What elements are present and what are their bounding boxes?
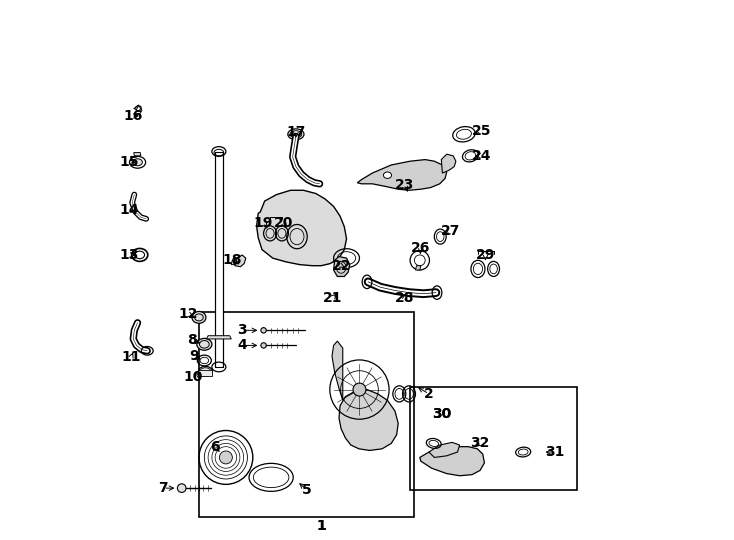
- Text: 11: 11: [121, 350, 141, 365]
- Polygon shape: [257, 190, 346, 266]
- Polygon shape: [357, 160, 447, 190]
- Text: 23: 23: [395, 178, 415, 192]
- Bar: [199, 312, 415, 517]
- Text: 22: 22: [331, 259, 351, 273]
- Bar: [198, 370, 212, 376]
- Text: 16: 16: [123, 109, 142, 123]
- Polygon shape: [332, 341, 343, 400]
- Ellipse shape: [197, 339, 212, 350]
- Polygon shape: [339, 389, 399, 450]
- Polygon shape: [206, 336, 231, 339]
- Text: 26: 26: [411, 241, 431, 255]
- Text: 19: 19: [254, 215, 273, 230]
- Ellipse shape: [383, 172, 391, 178]
- Text: 1: 1: [316, 519, 326, 533]
- Polygon shape: [334, 256, 350, 276]
- Text: 3: 3: [237, 323, 247, 338]
- Text: 25: 25: [471, 124, 491, 138]
- Text: 9: 9: [189, 349, 198, 363]
- Text: 18: 18: [222, 253, 242, 267]
- Text: 30: 30: [432, 407, 451, 421]
- Ellipse shape: [178, 484, 186, 492]
- Text: 10: 10: [184, 370, 203, 383]
- Text: 6: 6: [211, 440, 220, 454]
- Text: 8: 8: [187, 333, 197, 347]
- Text: 1: 1: [316, 519, 326, 533]
- Text: 4: 4: [237, 339, 247, 353]
- Ellipse shape: [133, 159, 142, 166]
- Text: 5: 5: [302, 483, 311, 497]
- Polygon shape: [233, 255, 246, 267]
- Polygon shape: [231, 260, 236, 265]
- Text: 17: 17: [286, 125, 305, 139]
- Text: 28: 28: [395, 291, 415, 305]
- Polygon shape: [415, 266, 421, 270]
- Polygon shape: [441, 154, 456, 173]
- Ellipse shape: [261, 343, 266, 348]
- Text: 30: 30: [432, 407, 451, 421]
- Text: 31: 31: [545, 445, 564, 459]
- Text: 24: 24: [471, 149, 491, 163]
- Text: 14: 14: [119, 202, 139, 217]
- Text: 27: 27: [441, 224, 460, 238]
- Text: 12: 12: [178, 307, 198, 321]
- Text: 2: 2: [424, 387, 434, 401]
- Polygon shape: [215, 152, 222, 367]
- Ellipse shape: [192, 312, 206, 323]
- Circle shape: [219, 451, 233, 464]
- Ellipse shape: [261, 328, 266, 333]
- Text: 32: 32: [470, 436, 490, 450]
- Bar: [410, 387, 577, 490]
- Text: 7: 7: [159, 481, 168, 495]
- Polygon shape: [429, 442, 459, 457]
- Text: 20: 20: [274, 215, 293, 230]
- Circle shape: [353, 383, 366, 396]
- Text: 15: 15: [119, 156, 139, 169]
- Polygon shape: [420, 447, 484, 476]
- Text: 13: 13: [119, 248, 139, 262]
- Text: 21: 21: [323, 291, 342, 305]
- Polygon shape: [134, 153, 141, 156]
- Text: 29: 29: [476, 248, 495, 262]
- Ellipse shape: [200, 368, 211, 375]
